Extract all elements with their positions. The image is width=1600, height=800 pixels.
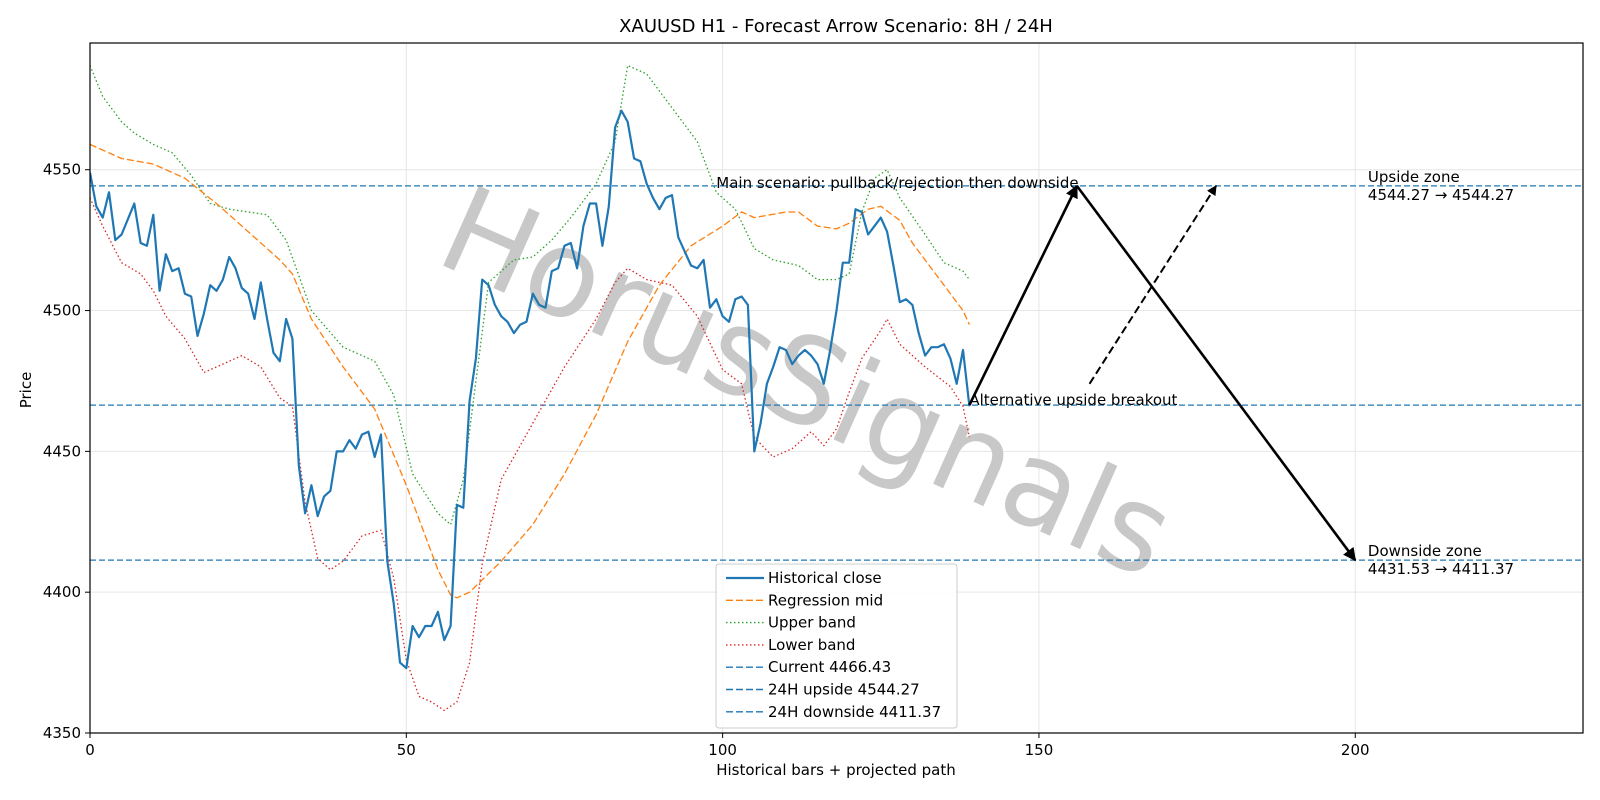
y-tick-label: 4550 xyxy=(43,161,81,179)
x-axis-label: Historical bars + projected path xyxy=(716,761,956,779)
x-tick-label: 150 xyxy=(1025,741,1054,759)
legend-entry: Upper band xyxy=(768,614,856,632)
annotations: Main scenario: pullback/rejection then d… xyxy=(716,168,1514,578)
annotation-text: Alternative upside breakout xyxy=(969,391,1177,409)
series-line xyxy=(90,109,971,670)
y-axis-label: Price xyxy=(17,372,35,409)
y-tick-label: 4400 xyxy=(43,583,81,601)
chart-title: XAUUSD H1 - Forecast Arrow Scenario: 8H … xyxy=(619,16,1053,37)
x-tick-label: 100 xyxy=(708,741,737,759)
x-tick-label: 0 xyxy=(85,741,95,759)
level-lines xyxy=(90,185,1583,561)
y-tick-label: 4350 xyxy=(43,724,81,742)
axis-ticks: 0 50 100 150 200 4350 4400 4450 4500 4550 xyxy=(43,161,1370,759)
forecast-arrow xyxy=(968,184,1079,406)
forecast-arrow xyxy=(1088,185,1217,385)
legend-box xyxy=(715,563,958,729)
series-line xyxy=(90,197,971,712)
annotation-text: Main scenario: pullback/rejection then d… xyxy=(716,174,1078,192)
series-lines xyxy=(90,64,971,712)
watermark-text: HorusSignals xyxy=(421,160,1193,605)
annotation-text: Downside zone xyxy=(1368,542,1482,560)
legend-entry: Current 4466.43 xyxy=(768,658,891,676)
y-tick-label: 4450 xyxy=(43,442,81,460)
legend-entry: Regression mid xyxy=(768,591,883,609)
forecast-arrows xyxy=(968,184,1357,562)
annotation-text: 4544.27 → 4544.27 xyxy=(1368,186,1514,204)
annotation-text: 4431.53 → 4411.37 xyxy=(1368,560,1514,578)
watermark: HorusSignals xyxy=(421,160,1193,605)
forecast-arrow xyxy=(1075,185,1357,562)
x-tick-label: 200 xyxy=(1341,741,1370,759)
y-tick-label: 4500 xyxy=(43,302,81,320)
x-tick-label: 50 xyxy=(397,741,416,759)
legend-entry: 24H upside 4544.27 xyxy=(768,681,920,699)
legend-entry: Lower band xyxy=(768,636,855,654)
annotation-text: Upside zone xyxy=(1368,168,1460,186)
legend: Historical close Regression mid Upper band… xyxy=(715,563,958,729)
series-line xyxy=(90,143,970,599)
legend-entry: 24H downside 4411.37 xyxy=(768,703,941,721)
series-line xyxy=(90,64,970,526)
plot-frame xyxy=(89,42,1584,734)
legend-entry: Historical close xyxy=(768,569,882,587)
